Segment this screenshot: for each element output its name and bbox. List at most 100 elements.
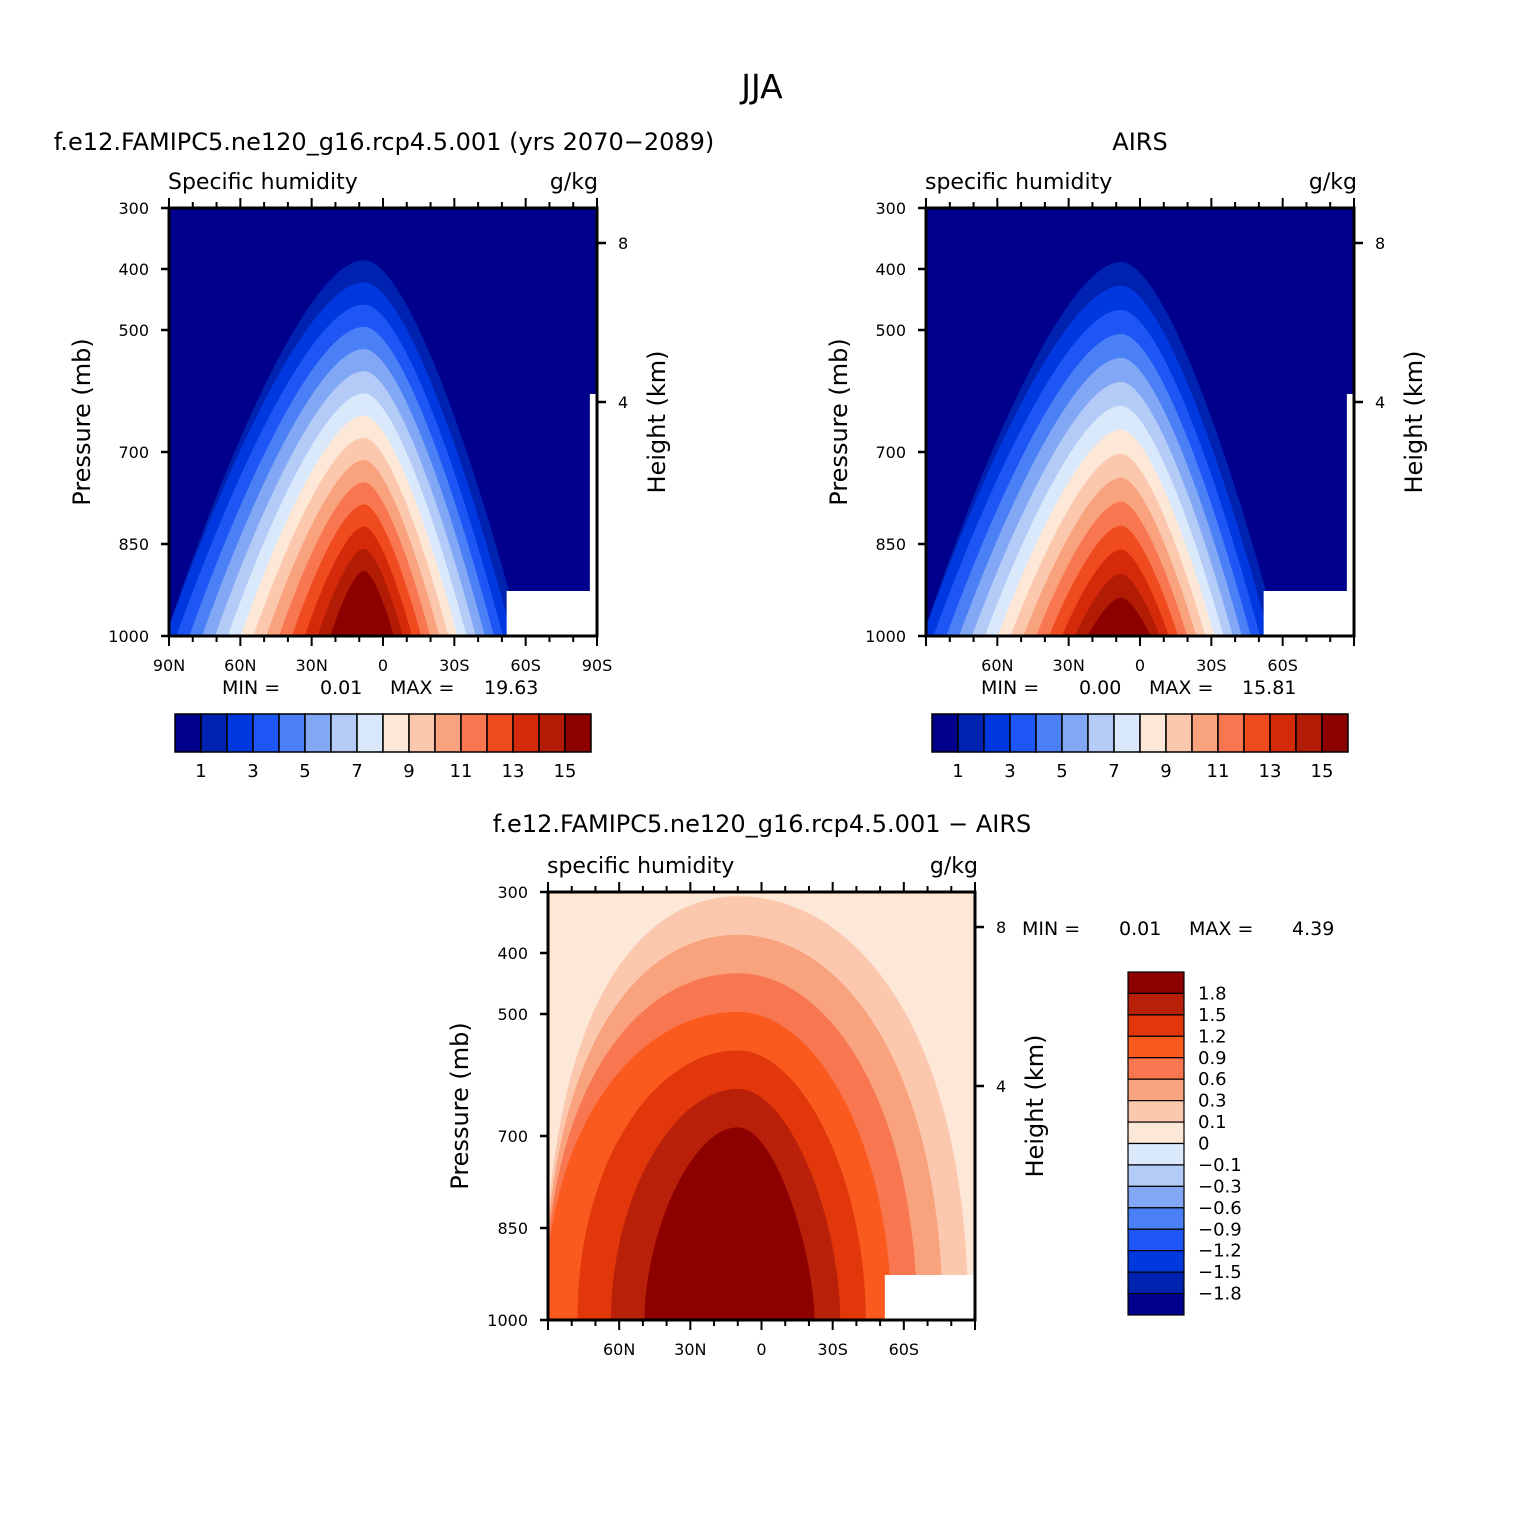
obs-plot: 300 400 500 700 850 1000 8 4 60N 30N 0 30S 60S bbox=[865, 198, 1385, 675]
obs-colorbar-swatch bbox=[1061, 713, 1089, 753]
obs-max-value: 15.81 bbox=[1242, 677, 1296, 699]
diff-colorbar-swatch bbox=[1127, 1228, 1185, 1252]
obs-colorbar-swatch bbox=[1139, 713, 1167, 753]
model-colorbar-swatch bbox=[512, 713, 540, 753]
obs-colorbar-tick-label: 1 bbox=[952, 761, 963, 782]
diff-ytick-label: 850 bbox=[497, 1219, 528, 1238]
obs-ytick-label: 1000 bbox=[865, 627, 906, 646]
diff-colorbar-tick-label: −0.1 bbox=[1198, 1155, 1242, 1176]
obs-colorbar-swatch bbox=[1035, 713, 1063, 753]
obs-colorbar-swatch bbox=[1243, 713, 1271, 753]
diff-colorbar-tick-label: −1.2 bbox=[1198, 1241, 1242, 1262]
diff-panel-title: f.e12.FAMIPC5.ne120_g16.rcp4.5.001 − AIR… bbox=[493, 810, 1032, 838]
model-colorbar-swatch bbox=[252, 713, 280, 753]
obs-xtick-label: 60S bbox=[1267, 656, 1298, 675]
diff-xtick-label: 30N bbox=[674, 1340, 706, 1359]
diff-htick-label: 8 bbox=[996, 918, 1006, 937]
obs-colorbar-tick-label: 5 bbox=[1056, 761, 1067, 782]
model-colorbar-swatch bbox=[226, 713, 254, 753]
diff-colorbar-tick-label: 1.8 bbox=[1198, 983, 1227, 1004]
model-ytick-label: 700 bbox=[118, 443, 149, 462]
obs-colorbar-swatch bbox=[1217, 713, 1245, 753]
obs-min-value: 0.00 bbox=[1079, 677, 1121, 699]
diff-stats: MIN = 0.01 MAX = 4.39 bbox=[1022, 918, 1334, 940]
model-colorbar-swatch bbox=[330, 713, 358, 753]
diff-colorbar-tick-label: −0.3 bbox=[1198, 1176, 1242, 1197]
diff-colorbar-tick-label: −1.8 bbox=[1198, 1284, 1242, 1305]
obs-colorbar-swatch bbox=[931, 713, 959, 753]
obs-xtick-label: 60N bbox=[981, 656, 1013, 675]
obs-xtick-label: 0 bbox=[1135, 656, 1145, 675]
obs-colorbar-swatch bbox=[1269, 713, 1297, 753]
diff-ytick-label: 1000 bbox=[487, 1311, 528, 1330]
obs-min-label: MIN = bbox=[981, 677, 1039, 699]
obs-xtick-label: 30S bbox=[1196, 656, 1227, 675]
model-panel-title: f.e12.FAMIPC5.ne120_g16.rcp4.5.001 (yrs … bbox=[54, 128, 715, 156]
model-colorbar-tick-label: 9 bbox=[403, 761, 414, 782]
obs-panel-title: AIRS bbox=[1112, 128, 1167, 156]
model-missing-data-edge bbox=[589, 394, 597, 636]
diff-ytick-label: 500 bbox=[497, 1005, 528, 1024]
diff-min-label: MIN = bbox=[1022, 918, 1080, 940]
obs-colorbar-tick-label: 7 bbox=[1108, 761, 1119, 782]
diff-colorbar-tick-label: 0.9 bbox=[1198, 1048, 1227, 1069]
obs-colorbar-tick-label: 15 bbox=[1311, 761, 1334, 782]
model-ytick-label: 500 bbox=[118, 321, 149, 340]
diff-colorbar-swatch bbox=[1127, 1078, 1185, 1102]
model-colorbar-tick-label: 15 bbox=[554, 761, 577, 782]
obs-ylabel: Pressure (mb) bbox=[825, 338, 853, 505]
model-xtick-label: 60S bbox=[510, 656, 541, 675]
model-ylabel: Pressure (mb) bbox=[68, 338, 96, 505]
obs-ytick-label: 850 bbox=[875, 535, 906, 554]
diff-htick-label: 4 bbox=[996, 1077, 1006, 1096]
obs-missing-data-edge bbox=[1346, 394, 1354, 636]
diff-colorbar-swatch bbox=[1127, 1271, 1185, 1295]
model-xtick-label: 0 bbox=[378, 656, 388, 675]
obs-colorbar-tick-label: 9 bbox=[1160, 761, 1171, 782]
model-ytick-label: 400 bbox=[118, 260, 149, 279]
diff-xtick-label: 60S bbox=[889, 1340, 920, 1359]
obs-missing-data bbox=[1263, 591, 1354, 636]
obs-colorbar-swatch bbox=[1113, 713, 1141, 753]
model-band-15 bbox=[330, 570, 394, 636]
diff-ytick-label: 700 bbox=[497, 1127, 528, 1146]
model-colorbar-swatch bbox=[434, 713, 462, 753]
obs-units: g/kg bbox=[1309, 170, 1357, 195]
obs-htick-label: 4 bbox=[1375, 393, 1385, 412]
diff-colorbar-swatch bbox=[1127, 1250, 1185, 1273]
model-colorbar-swatch bbox=[460, 713, 488, 753]
model-min-label: MIN = bbox=[222, 677, 280, 699]
diff-band-7 bbox=[644, 1127, 815, 1320]
model-units: g/kg bbox=[550, 170, 598, 195]
diff-colorbar-tick-label: 0.3 bbox=[1198, 1091, 1227, 1112]
diff-left-label: specific humidity bbox=[547, 854, 734, 879]
diff-plot: 300 400 500 700 850 1000 8 4 60N 30N 0 30S 60S bbox=[487, 882, 1006, 1359]
diff-colorbar-swatch bbox=[1127, 1014, 1185, 1037]
model-stats: MIN = 0.01 MAX = 19.63 bbox=[222, 677, 538, 699]
diff-colorbar-tick-label: 0.1 bbox=[1198, 1112, 1227, 1133]
diff-min-value: 0.01 bbox=[1119, 918, 1161, 940]
obs-right-label: Height (km) bbox=[1400, 351, 1428, 494]
diff-colorbar-swatch bbox=[1127, 1142, 1185, 1166]
model-colorbar-swatch bbox=[382, 713, 410, 753]
model-plot: 300 400 500 700 850 1000 8 4 90N 60N 30N 0 30S 60S 90S bbox=[108, 198, 628, 675]
model-htick-label: 4 bbox=[618, 393, 628, 412]
obs-xtick-label: 30N bbox=[1053, 656, 1085, 675]
obs-ytick-label: 500 bbox=[875, 321, 906, 340]
diff-colorbar: 1.81.51.20.90.60.30.10−0.1−0.3−0.6−0.9−1… bbox=[1127, 971, 1242, 1316]
model-max-label: MAX = bbox=[390, 677, 454, 699]
diff-missing-data bbox=[884, 1275, 975, 1320]
obs-colorbar-tick-label: 11 bbox=[1207, 761, 1230, 782]
obs-colorbar-tick-label: 13 bbox=[1259, 761, 1282, 782]
diff-xtick-label: 0 bbox=[756, 1340, 766, 1359]
diff-colorbar-swatch bbox=[1127, 1035, 1185, 1059]
model-colorbar-swatch bbox=[304, 713, 332, 753]
obs-colorbar-swatch bbox=[1321, 713, 1349, 753]
diff-units: g/kg bbox=[930, 854, 978, 879]
model-colorbar-swatch bbox=[200, 713, 228, 753]
model-colorbar-tick-label: 11 bbox=[450, 761, 473, 782]
model-xtick-label: 30N bbox=[296, 656, 328, 675]
model-colorbar-tick-label: 13 bbox=[502, 761, 525, 782]
model-min-value: 0.01 bbox=[320, 677, 362, 699]
